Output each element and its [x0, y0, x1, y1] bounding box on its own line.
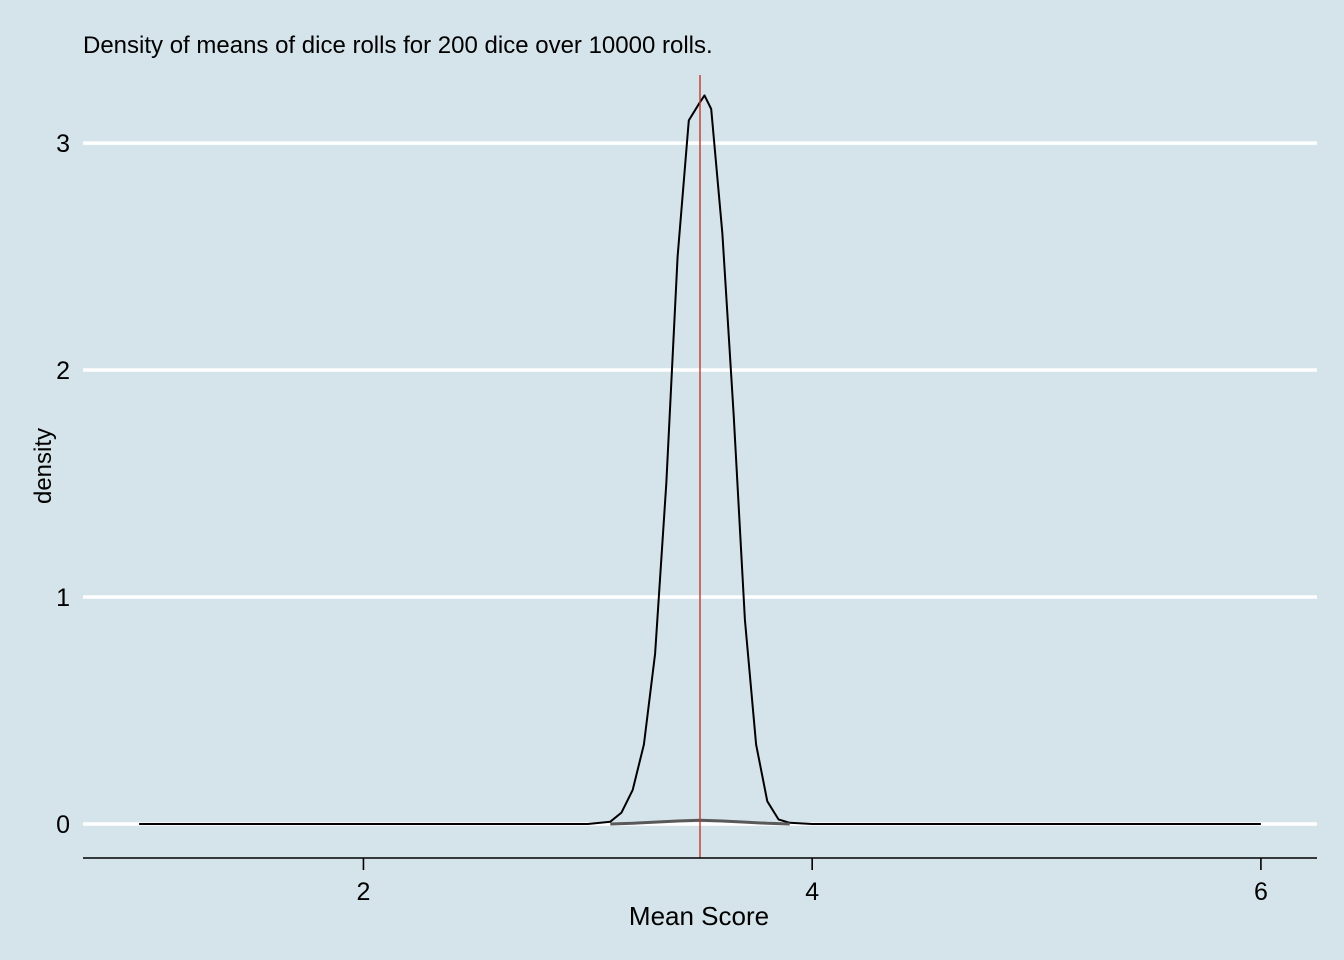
x-axis-label: Mean Score [629, 901, 769, 931]
x-tick-label: 4 [805, 878, 819, 906]
y-axis-label: density [30, 428, 57, 504]
axis-ticks: 0 1 2 3 2 4 6 [56, 130, 1268, 906]
y-tick-label: 1 [56, 584, 70, 612]
y-tick-label: 2 [56, 357, 70, 385]
y-tick-label: 0 [56, 811, 70, 839]
x-tick-label: 2 [357, 878, 371, 906]
chart-title: Density of means of dice rolls for 200 d… [83, 32, 713, 59]
y-tick-label: 3 [56, 130, 70, 158]
density-line [139, 94, 1261, 825]
x-tick-label: 6 [1254, 878, 1268, 906]
